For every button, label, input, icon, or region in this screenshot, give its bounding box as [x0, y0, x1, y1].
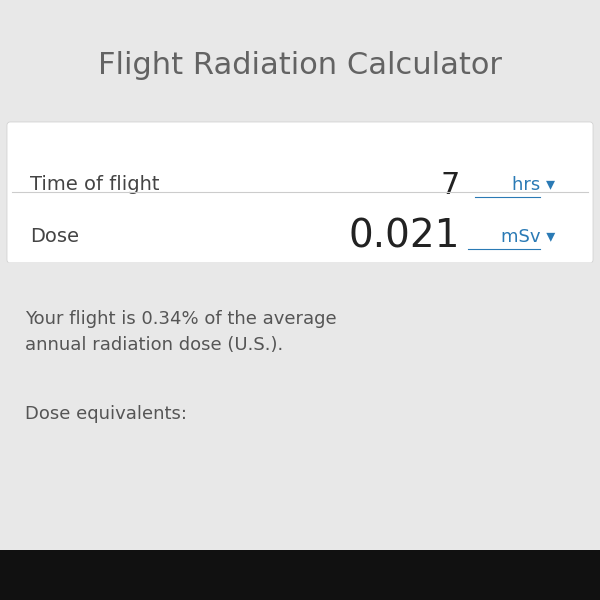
Text: Dose: Dose [30, 227, 79, 247]
Text: Dose equivalents:: Dose equivalents: [25, 405, 187, 423]
FancyBboxPatch shape [7, 262, 593, 553]
Text: hrs ▾: hrs ▾ [512, 176, 555, 194]
Text: Flight Radiation Calculator: Flight Radiation Calculator [98, 50, 502, 79]
Text: Your flight is 0.34% of the average
annual radiation dose (U.S.).: Your flight is 0.34% of the average annu… [25, 310, 337, 355]
Bar [0, 550, 600, 600]
Text: Time of flight: Time of flight [30, 175, 160, 194]
FancyBboxPatch shape [7, 122, 593, 263]
Text: 7: 7 [440, 170, 460, 199]
Text: mSv ▾: mSv ▾ [501, 228, 555, 246]
Text: 0.021: 0.021 [349, 218, 460, 256]
